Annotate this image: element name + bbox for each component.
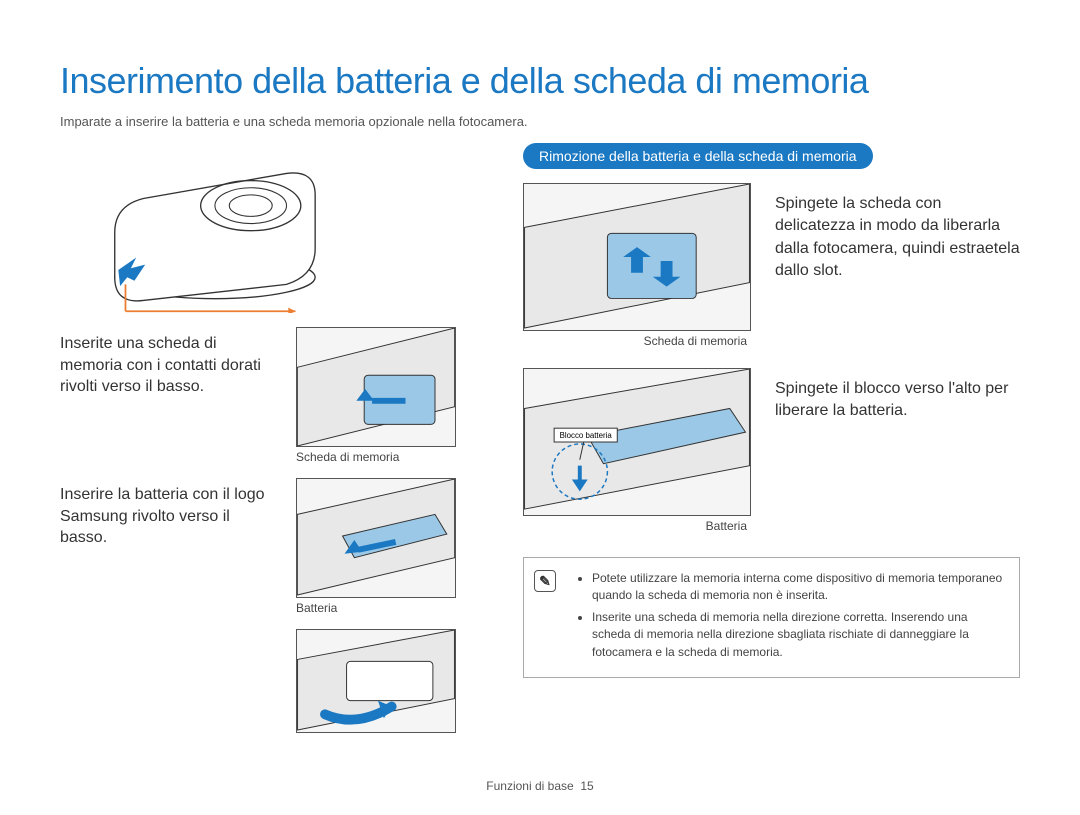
left-step-close <box>60 629 495 733</box>
left-step2-caption: Batteria <box>296 601 456 615</box>
right-step1-caption: Scheda di memoria <box>523 334 751 348</box>
intro-text: Imparate a inserire la batteria e una sc… <box>60 114 1020 129</box>
left-step1-text: Inserite una scheda di memoria con i con… <box>60 327 280 398</box>
note-list: Potete utilizzare la memoria interna com… <box>574 570 1005 665</box>
note-item: Inserite una scheda di memoria nella dir… <box>592 609 1005 661</box>
page-footer: Funzioni di base 15 <box>0 779 1080 793</box>
right-step1-text: Spingete la scheda con delicatezza in mo… <box>775 183 1020 348</box>
right-step2-caption: Batteria <box>523 519 751 533</box>
figure-battery-insert <box>296 478 456 598</box>
lock-label-inline: Blocco batteria <box>560 431 613 440</box>
figure-door-close <box>296 629 456 733</box>
figure-card-insert <box>296 327 456 447</box>
note-box: ✎ Potete utilizzare la memoria interna c… <box>523 557 1020 678</box>
camera-illustration <box>66 143 346 313</box>
right-step2-text: Spingete il blocco verso l'alto per libe… <box>775 368 1020 533</box>
left-column: Inserite una scheda di memoria con i con… <box>60 143 495 733</box>
left-step2-text: Inserire la batteria con il logo Samsung… <box>60 478 280 549</box>
left-step1-caption: Scheda di memoria <box>296 450 456 464</box>
removal-heading-pill: Rimozione della batteria e della scheda … <box>523 143 873 169</box>
note-item: Potete utilizzare la memoria interna com… <box>592 570 1005 605</box>
figure-battery-remove: Blocco batteria <box>523 368 751 516</box>
footer-pagenum: 15 <box>580 779 593 793</box>
note-icon: ✎ <box>534 570 556 592</box>
footer-section: Funzioni di base <box>486 779 573 793</box>
left-step-battery: Inserire la batteria con il logo Samsung… <box>60 478 495 615</box>
left-step-card: Inserite una scheda di memoria con i con… <box>60 327 495 464</box>
right-step-card: Scheda di memoria Spingete la scheda con… <box>523 183 1020 348</box>
figure-card-remove <box>523 183 751 331</box>
right-step-battery: Blocco batteria Batteria Spingete il blo… <box>523 368 1020 533</box>
page-title: Inserimento della batteria e della sched… <box>60 60 1020 102</box>
right-column: Rimozione della batteria e della scheda … <box>523 143 1020 733</box>
